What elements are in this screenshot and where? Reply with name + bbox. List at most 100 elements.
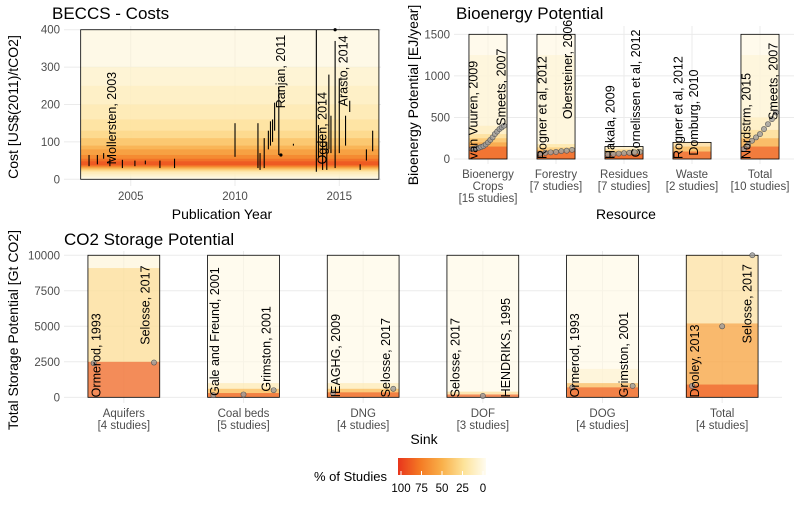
bioenergy-study-point (761, 126, 767, 132)
costs-band-outline (80, 29, 380, 180)
bioenergy-ytick-label: 500 (431, 112, 450, 124)
cost-study-label: Arasto, 2014 (336, 35, 350, 106)
bioenergy-density-band (740, 146, 780, 160)
bioenergy-study-point (553, 149, 559, 155)
storage-category: Ormerod, 1993 Grimston, 2001 (566, 254, 639, 398)
bioenergy-category-label: [7 studies] (598, 181, 650, 193)
storage-density-band (566, 387, 639, 398)
bioenergy-study-point (773, 109, 779, 116)
storage-category-label: [4 studies] (98, 420, 150, 432)
storage-study-point (629, 383, 636, 389)
bioenergy-range-box (604, 146, 644, 160)
storage-study-point (90, 360, 97, 367)
bioenergy-study-point (753, 134, 759, 141)
storage-category-label: DOG (589, 408, 615, 420)
bioenergy-study-label: Hakala, 2009 (604, 85, 618, 159)
legend-tick-label: 0 (480, 483, 486, 495)
storage-ytick-label: 0 (54, 392, 60, 404)
bioenergy-range-box (468, 33, 508, 160)
bioenergy-density-band (672, 151, 712, 160)
cost-point (333, 28, 337, 32)
cost-study-label: Ranjan, 2011 (274, 35, 288, 108)
storage-category: IEAGHG, 2009 Selosse, 2017 (326, 254, 400, 398)
costs-ytick-label: 400 (41, 25, 60, 37)
bioenergy-study-label: Smeets, 2007 (494, 49, 508, 126)
storage-category-label: [3 studies] (457, 420, 509, 432)
bioenergy-study-label: Rogner et al, 2012 (672, 56, 686, 159)
legend-tick-label: 100 (391, 483, 410, 495)
bioenergy-category-label: Crops (473, 181, 504, 193)
bioenergy-category-label: Bioenergy (462, 169, 514, 181)
storage-density-band (87, 361, 160, 398)
bioenergy-study-point (563, 147, 570, 154)
bioenergy-ylabel: Bioenergy Potential [EJ/year] (405, 5, 421, 186)
bioenergy-category: van Vuuren, 2009 Smeets, 2007 (467, 33, 508, 160)
storage-category: Gale and Freund, 2001 Grimston, 2001 (207, 254, 280, 399)
legend-colorbar (398, 458, 486, 475)
storage-category-label: [4 studies] (696, 420, 748, 432)
storage-category-label: DOF (471, 408, 495, 420)
bioenergy-category: Rogner et al, 2012 Domburg, 2010 (672, 56, 712, 160)
bioenergy-range-box (536, 33, 576, 160)
bioenergy-xlabel: Resource (596, 206, 656, 222)
bioenergy-category-label: [2 studies] (666, 181, 718, 193)
storage-category-label: Total (710, 408, 734, 420)
storage-density-band (327, 392, 400, 398)
bioenergy-study-point (569, 146, 575, 153)
bioenergy-study-point (621, 150, 627, 157)
cost-study-label: Ogden, 2014 (316, 92, 330, 164)
costs-ytick-label: 100 (41, 137, 60, 149)
storage-study-point (210, 392, 217, 399)
storage-range-box (685, 254, 759, 398)
storage-category: Selosse, 2017 HENDRIKS, 1995 (446, 254, 520, 399)
legend-tick-label: 50 (436, 483, 449, 495)
storage-study-point (270, 387, 277, 394)
storage-ytick-label: 5000 (34, 321, 60, 333)
legend-tick-label: 25 (456, 483, 469, 495)
bioenergy-range-box (672, 141, 712, 160)
storage-category-label: [4 studies] (576, 420, 628, 432)
bioenergy-study-label: Rogner et al, 2012 (536, 56, 550, 159)
bioenergy-category-label: Residues (600, 169, 648, 181)
bioenergy-category-label: [7 studies] (530, 181, 582, 193)
costs-ylabel: Cost [US$(2011)/tCO2] (5, 35, 21, 179)
bioenergy-study-point (749, 137, 755, 144)
storage-study-label: Gale and Freund, 2001 (208, 267, 222, 396)
storage-category-label: [4 studies] (337, 420, 389, 432)
bioenergy-study-label: Nordstrm, 2015 (740, 73, 754, 159)
storage-study-label: Dooley, 2013 (688, 325, 702, 398)
storage-study-label: HENDRIKS, 1995 (499, 298, 513, 397)
bioenergy-density-band (536, 55, 576, 160)
bioenergy-category-label: [10 studies] (731, 181, 790, 193)
storage-range-box (566, 254, 639, 398)
storage-range-box (326, 254, 400, 398)
storage-density-band (327, 255, 400, 398)
storage-study-point (330, 390, 336, 396)
bioenergy-category: Nordstrm, 2015 Smeets, 2007 (740, 33, 780, 160)
costs-plot: Mollersten, 2003 Ranjan, 2011 Ogden, 2014 A… (41, 25, 381, 203)
storage-category: Ormerod, 1993 Selosse, 2017 (87, 254, 161, 398)
bioenergy-category-label: Forestry (535, 169, 577, 181)
bioenergy-study-point (745, 141, 751, 148)
storage-study-point (689, 383, 695, 389)
bioenergy-study-point (637, 149, 643, 155)
bioenergy-study-label: Obersteiner, 2006 (561, 20, 575, 119)
bioenergy-study-point (765, 121, 771, 127)
bioenergy-density-band (536, 151, 576, 160)
storage-category-label: DNG (350, 408, 376, 420)
storage-title: CO2 Storage Potential (64, 230, 234, 249)
bioenergy-study-point (741, 146, 747, 152)
storage-density-band (207, 255, 280, 398)
legend: % of Studies 100 75 50 25 0 (314, 458, 486, 495)
bioenergy-study-label: van Vuuren, 2009 (467, 61, 481, 159)
bioenergy-study-label: Smeets, 2007 (766, 43, 780, 120)
bioenergy-category-label: [15 studies] (459, 193, 518, 205)
bioenergy-study-point (501, 122, 507, 129)
cost-study-label: Mollersten, 2003 (105, 72, 119, 164)
costs-ytick-label: 300 (41, 62, 60, 74)
storage-study-label: Selosse, 2017 (740, 264, 754, 343)
storage-xlabel: Sink (410, 431, 438, 447)
bioenergy-category-label: Total (748, 169, 772, 181)
storage-category-label: Coal beds (218, 408, 270, 420)
storage-study-point (151, 359, 157, 366)
